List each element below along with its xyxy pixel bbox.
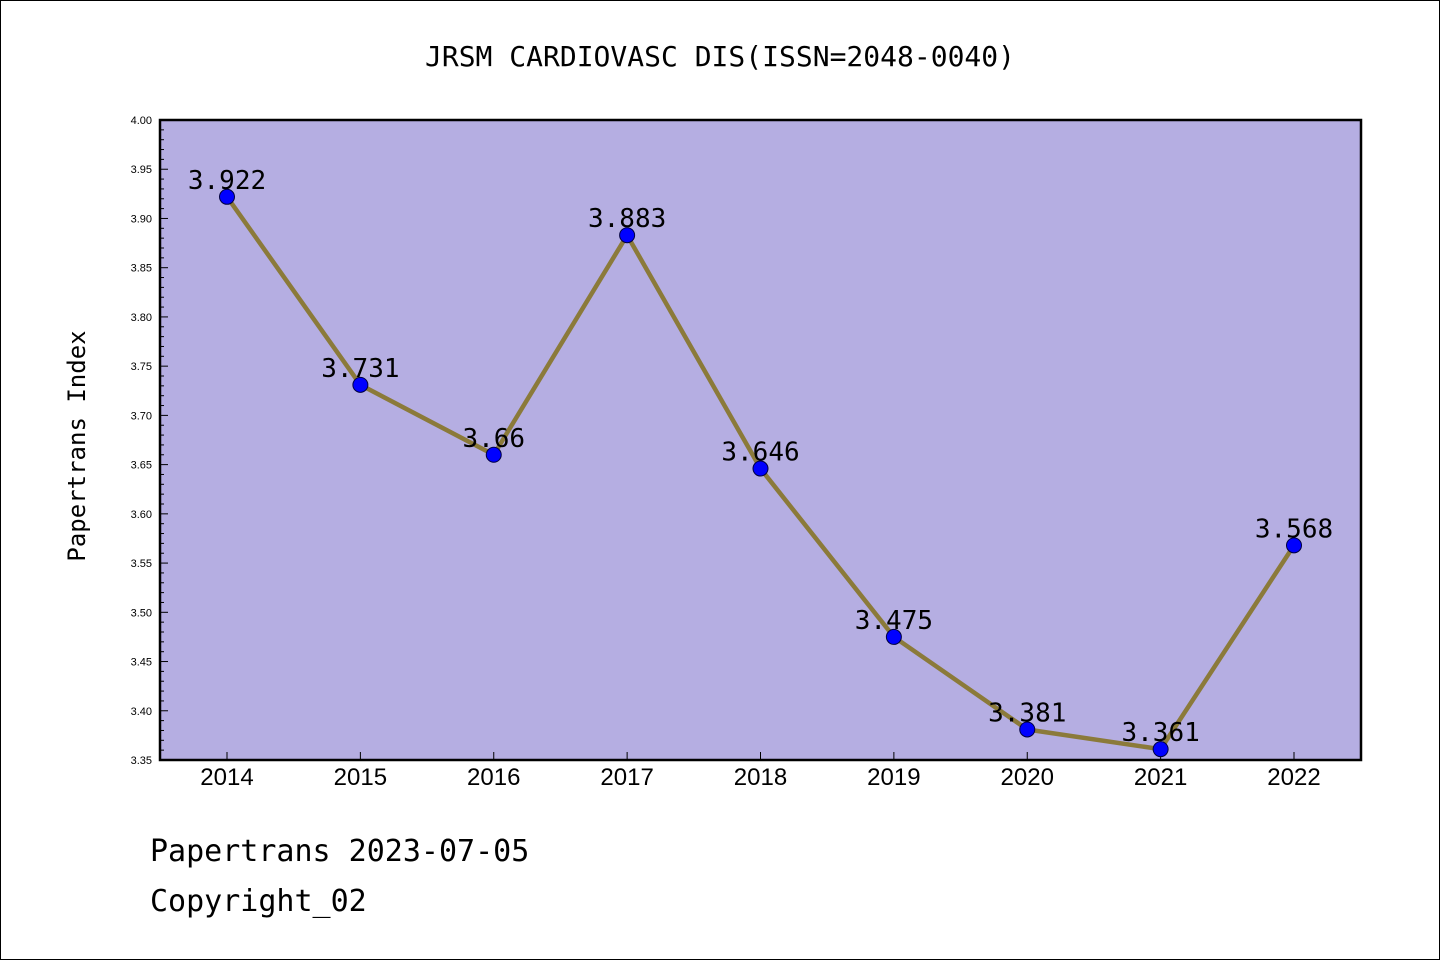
data-label: 3.883 [588, 204, 666, 234]
footer-copyright: Copyright_02 [150, 884, 367, 919]
data-label: 3.646 [721, 438, 799, 468]
y-tick-label: 4.00 [131, 115, 152, 127]
data-label: 3.568 [1255, 514, 1333, 544]
y-tick-label: 3.65 [131, 460, 152, 472]
y-tick-label: 3.40 [131, 706, 152, 718]
x-tick-label: 2015 [334, 764, 387, 791]
y-tick-label: 3.50 [131, 607, 152, 619]
series-line-group: 3.922 3.731 3.66 3.883 3.646 3.475 3.381 3.361 3… [188, 166, 1333, 758]
x-tick-label: 2019 [867, 764, 920, 791]
data-point [219, 188, 235, 205]
data-point [619, 227, 636, 244]
data-label: 3.361 [1121, 718, 1199, 748]
data-point [885, 628, 902, 645]
y-axis: 3.35 3.40 3.45 3.50 3.55 3.60 3.65 3.70 3.75 3.80… [131, 115, 168, 767]
x-tick-label: 2014 [200, 764, 253, 791]
data-point [485, 446, 502, 463]
y-tick-label: 3.75 [131, 361, 152, 373]
x-tick-label: 2017 [600, 764, 653, 791]
data-label: 3.66 [462, 424, 525, 454]
data-label: 3.731 [321, 354, 399, 384]
y-tick-label: 3.90 [131, 213, 152, 225]
y-axis-label: Papertrans Index [63, 330, 91, 561]
data-point [1286, 537, 1302, 554]
y-tick-label: 3.85 [131, 263, 152, 275]
x-tick-label: 2022 [1267, 764, 1320, 791]
x-tick-label: 2020 [1001, 764, 1054, 791]
y-tick-label: 3.60 [131, 509, 152, 521]
x-axis: 2014 2015 2016 2017 2018 2019 2020 2021 2022 [200, 752, 1321, 791]
y-tick-label: 3.70 [131, 410, 152, 422]
x-tick-label: 2018 [734, 764, 787, 791]
x-tick-label: 2016 [467, 764, 520, 791]
data-point [1019, 721, 1036, 738]
y-tick-label: 3.45 [131, 657, 152, 669]
chart-title: JRSM CARDIOVASC DIS(ISSN=2048-0040) [425, 40, 1015, 73]
plot-area [158, 118, 1363, 762]
data-point [352, 376, 369, 393]
footer-date: Papertrans 2023-07-05 [150, 834, 530, 869]
data-point [1152, 741, 1169, 758]
x-tick-label: 2021 [1134, 764, 1187, 791]
y-tick-label: 3.35 [131, 755, 152, 767]
y-tick-label: 3.80 [131, 312, 152, 324]
data-label: 3.922 [188, 166, 266, 196]
y-tick-label: 3.55 [131, 558, 152, 570]
data-label: 3.381 [988, 698, 1066, 728]
data-point [752, 460, 769, 477]
data-label: 3.475 [855, 606, 933, 636]
y-tick-label: 3.95 [131, 164, 152, 176]
